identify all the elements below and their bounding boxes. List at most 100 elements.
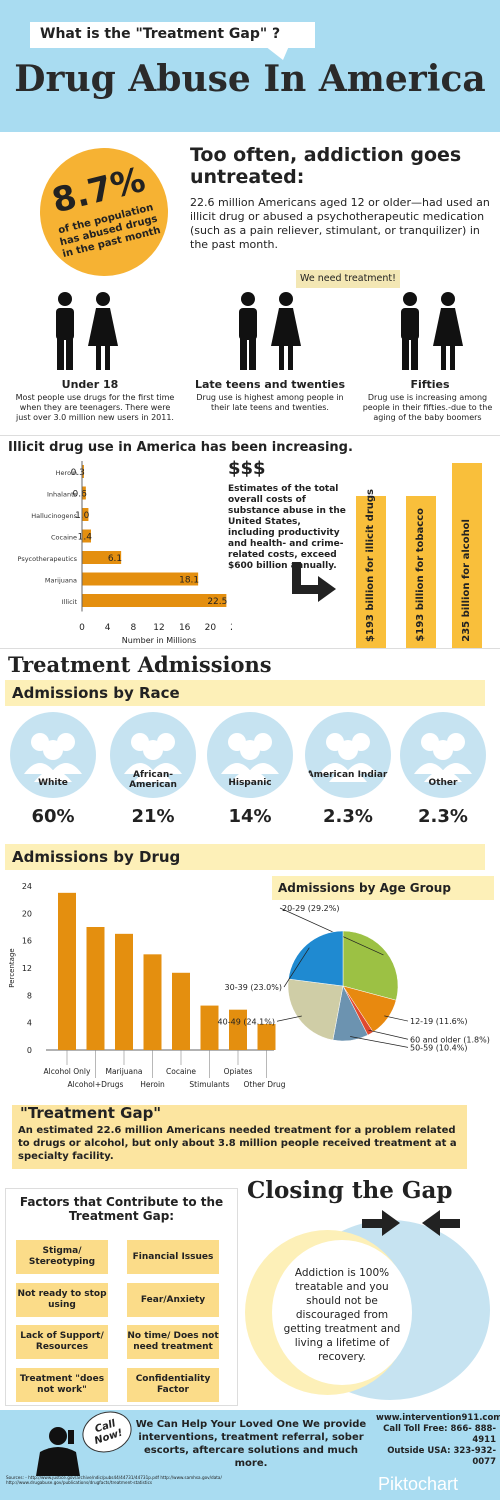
factor-item: Treatment "does not work" xyxy=(16,1368,108,1402)
y-tick-label: 12 xyxy=(22,964,32,973)
footer-tollfree: Call Toll Free: 866- 888- 4911 xyxy=(383,1424,496,1445)
pie-slice xyxy=(287,978,344,1041)
people-group-icon xyxy=(124,733,182,782)
closing-body: Addiction is 100% treatable and you shou… xyxy=(283,1267,401,1363)
race-percent: 60% xyxy=(31,806,75,827)
couple-icon xyxy=(239,292,301,370)
y-tick-label: 4 xyxy=(27,1019,32,1028)
bar xyxy=(143,954,162,1050)
bar-category-label: Marijuana xyxy=(105,1067,142,1076)
pie-leader xyxy=(276,1015,302,1022)
race-circle: White xyxy=(10,712,96,798)
bar-category-label: Stimulants xyxy=(189,1080,229,1089)
bar-category-label: Opiates xyxy=(224,1067,253,1076)
factor-item: Not ready to stop using xyxy=(16,1283,108,1317)
bar-value-label: 22.5 xyxy=(207,597,227,607)
race-circle: Hispanic xyxy=(207,712,293,798)
x-tick-label: 12 xyxy=(153,623,164,633)
bar-value-label: 6.1 xyxy=(108,554,122,564)
y-tick-label: 24 xyxy=(22,882,32,891)
pie-label: 40-49 (24.1%) xyxy=(218,1017,275,1026)
people-group-icon xyxy=(221,733,279,782)
bar-category-label: Heroin xyxy=(140,1080,165,1089)
race-percent: 2.3% xyxy=(323,806,373,827)
pie-label: 12-19 (11.6%) xyxy=(410,1017,467,1026)
age-heading: Admissions by Age Group xyxy=(272,876,494,900)
people-group-icon xyxy=(24,733,82,782)
bar-category-label: Psycotherapeutics xyxy=(18,555,78,563)
cost-column-label: 235 billion for alcohol xyxy=(461,519,472,642)
drug-bar-chart: 0 4 8 12 16 20 24 Percentage Alcohol Only Alcohol… xyxy=(8,882,285,1089)
bubble-tail xyxy=(265,46,289,60)
bar-category-label: Alcohol+Drugs xyxy=(68,1080,124,1089)
x-tick-label: 20 xyxy=(205,623,217,633)
untreated-heading: Too often, addiction goes untreated: xyxy=(190,144,462,188)
factor-item: Stigma/ Stereotyping xyxy=(16,1240,108,1274)
bar xyxy=(82,594,227,607)
bar-category-label: Inhalants xyxy=(47,491,78,499)
bar xyxy=(82,572,199,586)
illicit-bar-chart: Heroin0.3Inhalants0.6Hallucinogens1.0Coc… xyxy=(18,461,232,645)
x-tick-label: 24 xyxy=(230,623,232,633)
factor-item: Lack of Support/ Resources xyxy=(16,1325,108,1359)
bar-category-label: Illicit xyxy=(62,598,78,606)
pie-leader xyxy=(384,1015,409,1022)
y-axis-label: Percentage xyxy=(8,948,16,987)
bar-category-label: Marijuana xyxy=(45,577,77,585)
pie-leader xyxy=(350,1036,409,1048)
pie-leader xyxy=(279,907,384,956)
footer-band xyxy=(0,1410,500,1500)
divider xyxy=(0,648,500,649)
bar xyxy=(58,892,76,1050)
divider xyxy=(0,435,500,436)
bar-value-label: 0.6 xyxy=(73,490,88,500)
bar xyxy=(172,972,190,1050)
race-heading: Admissions by Race xyxy=(12,684,180,702)
factor-item: Financial Issues xyxy=(127,1240,219,1274)
y-tick-label: 0 xyxy=(27,1046,32,1055)
age-pie-chart: 20-29 (29.2%) 12-19 (11.6%) 60 and older (… xyxy=(218,904,490,1052)
person-phone-icon xyxy=(36,1427,80,1476)
pie-leader xyxy=(283,947,310,988)
couple-icon xyxy=(56,292,118,370)
group-text-twenties: Drug use is highest among people in thei… xyxy=(196,393,344,412)
pie-label: 50-59 (10.4%) xyxy=(410,1043,467,1052)
factor-item: Fear/Anxiety xyxy=(127,1283,219,1317)
group-title-twenties: Late teens and twenties xyxy=(194,378,346,391)
bar-value-label: 18.1 xyxy=(179,576,199,586)
arrow-down-right-icon xyxy=(292,562,336,602)
gap-body: An estimated 22.6 million Americans need… xyxy=(18,1125,457,1162)
untreated-body: 22.6 million Americans aged 12 or older—… xyxy=(190,196,490,251)
cost-column-label: $193 billion for illicit drugs xyxy=(365,489,376,642)
race-name: Hispanic xyxy=(228,778,272,788)
need-treatment-tag: We need treatment! xyxy=(296,270,400,288)
y-tick-label: 8 xyxy=(27,991,32,1000)
bar xyxy=(82,551,122,564)
race-name: Other xyxy=(428,778,458,788)
treatment-heading: Treatment Admissions xyxy=(8,652,272,677)
race-band xyxy=(5,680,485,706)
cost-column-label: $193 billion for tobacco xyxy=(415,508,426,642)
question-bubble: What is the "Treatment Gap" ? xyxy=(30,22,315,48)
race-name: American Indian xyxy=(306,770,390,780)
pie-leader xyxy=(368,1029,409,1040)
drug-heading: Admissions by Drug xyxy=(12,848,181,866)
group-title-fifties: Fifties xyxy=(410,378,450,391)
bar xyxy=(82,529,91,543)
bar xyxy=(82,486,86,500)
bar-category-label: Alcohol Only xyxy=(44,1067,91,1076)
y-tick-label: 20 xyxy=(22,909,32,918)
sources: Sources: - http://www.justice.gov/archiv… xyxy=(6,1475,222,1485)
bar xyxy=(86,927,105,1050)
arrows-inward-icon xyxy=(362,1210,460,1236)
footer-url[interactable]: www.intervention911.com xyxy=(376,1413,500,1423)
group-text-under18: Most people use drugs for the first time… xyxy=(15,393,175,422)
bar-category-label: Other Drugs xyxy=(244,1080,285,1089)
people-group-icon xyxy=(414,733,472,782)
bar-category-label: Heroin xyxy=(56,469,77,477)
bar-category-label: Cocaine xyxy=(166,1067,196,1076)
gap-heading: "Treatment Gap" xyxy=(20,1104,162,1122)
factor-item: Confidentiality Factor xyxy=(127,1368,219,1402)
group-title-under18: Under 18 xyxy=(61,378,119,391)
footer-contact: www.intervention911.com Call Toll Free: … xyxy=(376,1413,500,1468)
